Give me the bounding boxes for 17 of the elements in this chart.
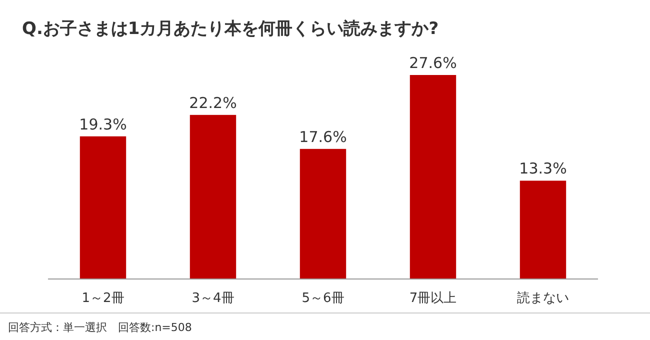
data-label: 27.6% [409, 54, 457, 72]
bar [300, 148, 346, 279]
data-label: 17.6% [299, 128, 347, 146]
bar [80, 136, 126, 279]
data-label: 22.2% [189, 94, 237, 112]
x-tick-label: 読まない [517, 291, 569, 306]
x-tick-label: 5～6冊 [302, 291, 344, 306]
x-tick-label: 7冊以上 [409, 291, 457, 306]
text: 回答方式：単一選択 回答数:n=508 [8, 321, 192, 334]
bar [410, 75, 456, 279]
x-tick-label: 3～4冊 [192, 291, 234, 306]
data-label: 13.3% [519, 160, 567, 178]
data-label: 19.3% [79, 115, 127, 134]
x-tick-label: 1～2冊 [82, 291, 124, 306]
bar [190, 114, 236, 279]
chart-title: Q.お子さまは1カ月あたり本を何冊くらい読みますか? [22, 19, 439, 39]
bar [520, 180, 566, 279]
